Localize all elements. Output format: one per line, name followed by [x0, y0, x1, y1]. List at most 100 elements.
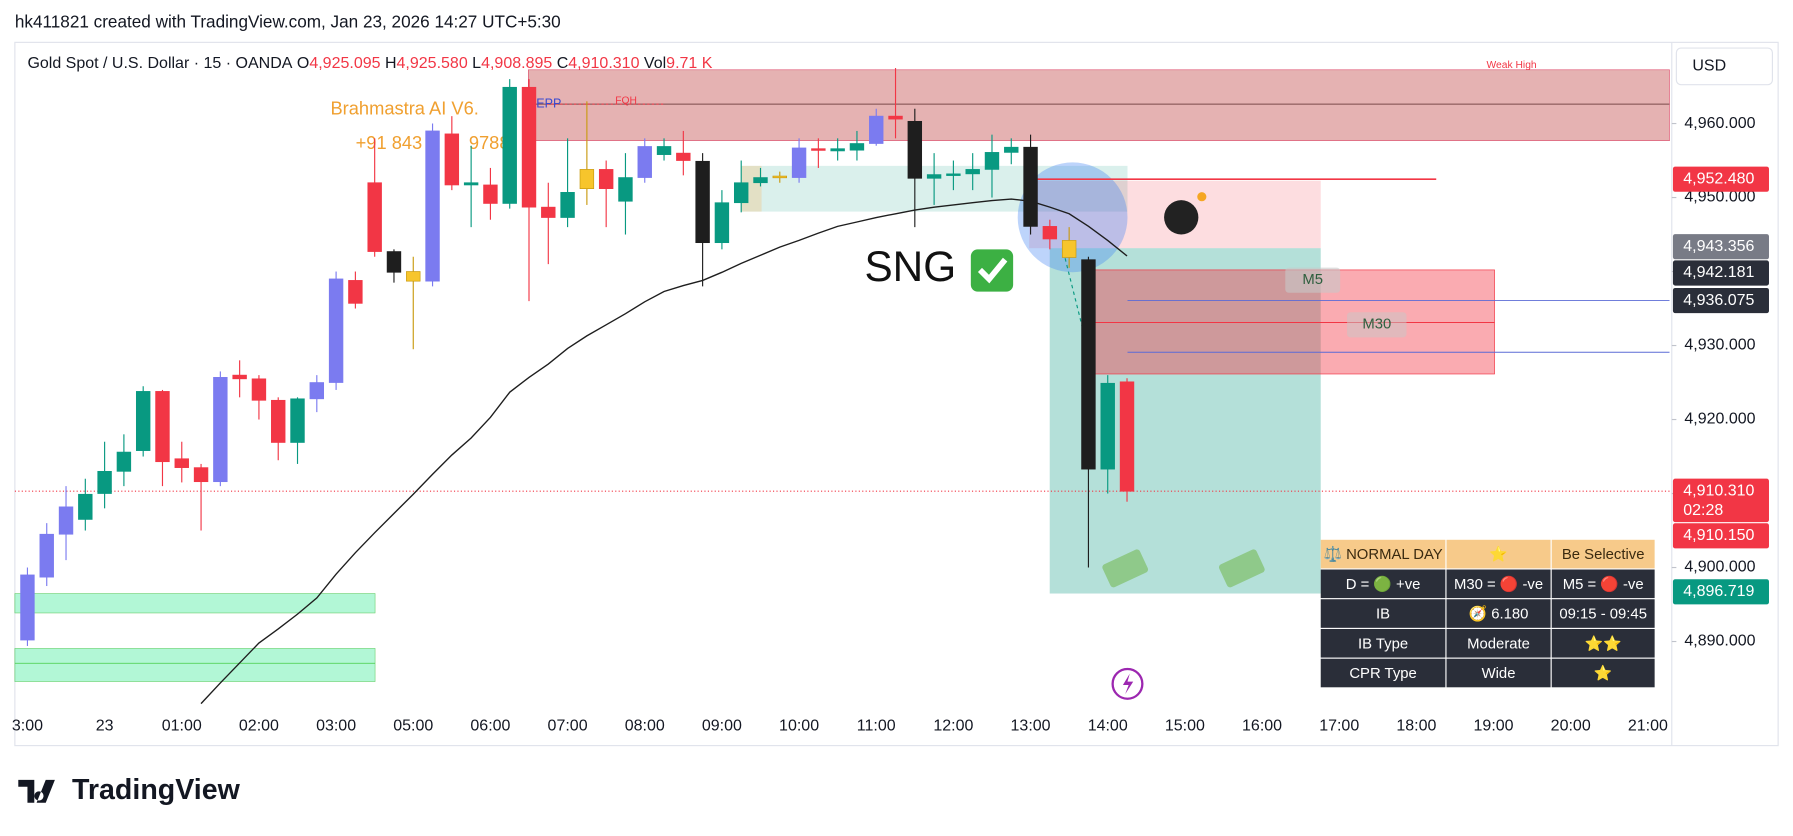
candle-body [174, 458, 189, 468]
candle-body [251, 378, 267, 401]
candle-body [155, 391, 170, 463]
alert-bolt [1122, 673, 1134, 695]
candle-body [541, 206, 556, 218]
candle [830, 138, 845, 161]
candle [328, 271, 344, 390]
candle-body [367, 182, 382, 252]
candle [772, 171, 787, 183]
countdown: 02:28 [1683, 502, 1723, 519]
candle-body [1023, 146, 1038, 227]
table-text: ⭐ [1489, 545, 1508, 563]
candle-body [946, 173, 961, 176]
highlight-circle [1017, 162, 1128, 273]
candle [271, 397, 286, 461]
candle-body [695, 160, 710, 244]
price-label-text: 4,943.356 [1683, 238, 1754, 255]
candle [849, 130, 865, 161]
candle-body [58, 506, 74, 535]
candle [386, 249, 402, 283]
candle [174, 441, 189, 483]
candle-body [406, 271, 421, 282]
price-label [1672, 288, 1769, 314]
candle-body [20, 574, 35, 641]
candle [1004, 138, 1019, 165]
price-label [1672, 260, 1769, 286]
candle-body [1042, 226, 1058, 240]
candle [20, 567, 35, 646]
candle-body [521, 86, 537, 208]
check-mark [977, 257, 1008, 284]
candle [656, 138, 672, 161]
candle [193, 463, 209, 531]
price-label [1672, 166, 1769, 192]
candle-body [193, 467, 209, 483]
x-tick-label: 12:00 [933, 717, 973, 734]
candle [444, 116, 460, 191]
x-tick-label: 18:00 [1396, 717, 1436, 734]
candle-body [135, 391, 151, 451]
candle-body [386, 251, 402, 273]
candle-body [213, 377, 228, 483]
candle [926, 153, 942, 205]
table-cell [1551, 569, 1655, 599]
table-cell [1446, 599, 1551, 628]
price-label [1672, 234, 1769, 260]
candle [213, 371, 228, 487]
price-label-text: 4,936.075 [1683, 292, 1754, 309]
table-text: M5 = 🔴 -ve [1563, 575, 1644, 593]
candle-body [502, 86, 517, 204]
candle [714, 190, 730, 250]
alert-icon[interactable] [1111, 667, 1144, 700]
table-cell [1320, 599, 1446, 628]
x-tick-label: 3:00 [12, 717, 43, 734]
currency-button[interactable] [1675, 47, 1773, 86]
check-icon [970, 249, 1014, 292]
x-tick-label: 17:00 [1319, 717, 1359, 734]
x-tick-label: 06:00 [470, 717, 510, 734]
candle-body [1081, 259, 1096, 470]
candle-body [39, 533, 54, 578]
candle [869, 108, 884, 146]
candle [1119, 378, 1135, 502]
candle [579, 101, 595, 205]
table-text: IB Type [1358, 636, 1408, 652]
candle-body [560, 192, 575, 218]
candle-body [483, 184, 498, 204]
table-text: IB [1376, 607, 1390, 623]
candle-body [869, 115, 884, 144]
m30-box [1347, 312, 1407, 338]
y-tick-label: 4,920.000 [1684, 411, 1755, 428]
x-tick-label: 16:00 [1242, 717, 1282, 734]
ohlc-key: O [297, 55, 309, 72]
money-icon [1102, 549, 1149, 588]
candle-body [579, 169, 595, 189]
price-label-text: 4,910.310 [1683, 482, 1754, 499]
candle-body [676, 152, 691, 161]
ohlc-key: L [472, 55, 481, 72]
candle [116, 434, 132, 487]
y-tick-label: 4,890.000 [1684, 633, 1755, 650]
candle-body [116, 451, 132, 472]
m5-label: M5 [1302, 272, 1323, 288]
x-tick-label: 11:00 [857, 717, 896, 734]
x-tick-label: 21:00 [1628, 717, 1668, 734]
candle [502, 79, 517, 209]
candle-body [598, 169, 614, 189]
candle-body [888, 115, 903, 120]
x-tick-label: 09:00 [702, 717, 742, 734]
ohlc-key: H [385, 55, 397, 72]
table-text: ⚖️ NORMAL DAY [1323, 545, 1442, 563]
ohlc-key: Vol [644, 55, 666, 72]
logo-text: TradingView [72, 774, 241, 806]
legend: Gold Spot / U.S. Dollar · 15 · OANDA O4,… [27, 55, 712, 72]
x-tick-label: 01:00 [162, 717, 202, 734]
price-label-text: 4,910.150 [1683, 527, 1754, 544]
table-text: Wide [1482, 666, 1516, 682]
candle [290, 397, 305, 464]
candle-body [637, 146, 652, 178]
table-cell [1446, 539, 1551, 569]
candle [232, 360, 247, 398]
candle [560, 138, 575, 228]
